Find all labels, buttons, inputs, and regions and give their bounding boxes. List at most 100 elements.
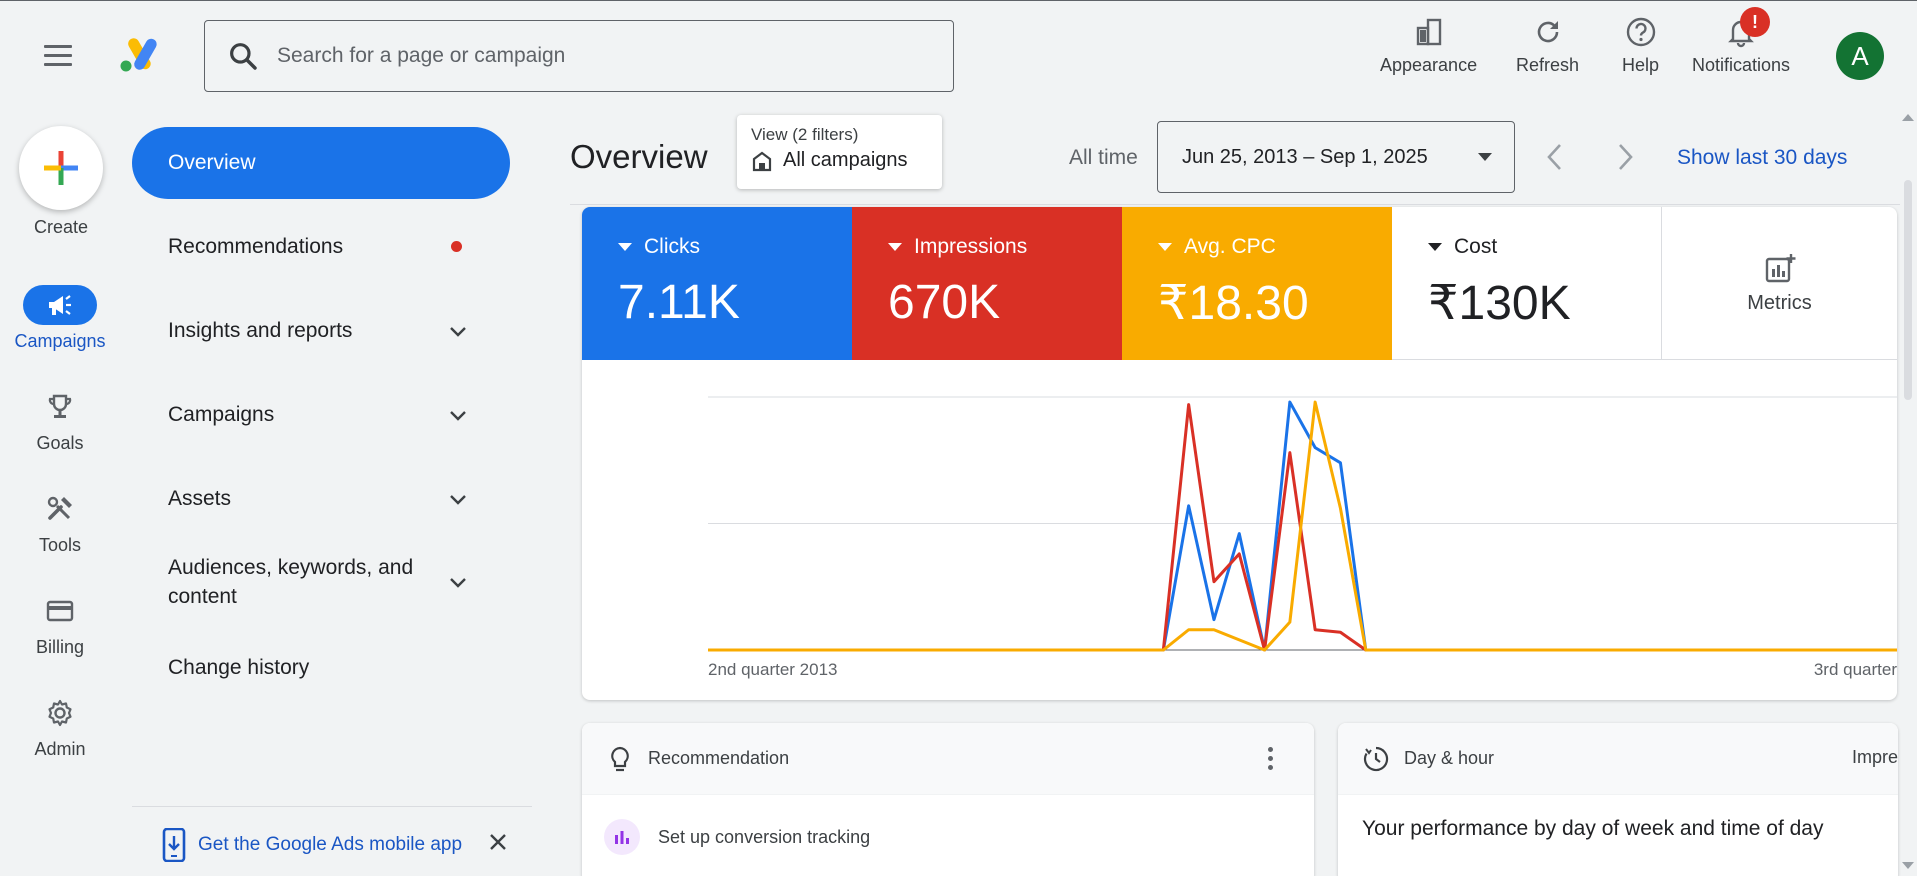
rail-label-goals: Goals [36, 433, 84, 453]
x-tick-label: 3rd quarter [1814, 660, 1897, 679]
metric-tile-cost[interactable]: Cost ₹130K [1392, 207, 1662, 360]
rail-label-admin: Admin [34, 739, 86, 759]
megaphone-icon [49, 295, 71, 315]
chevron-down-icon [450, 494, 466, 505]
day-hour-metric-selector[interactable]: Impre [1851, 747, 1898, 767]
rail-item-admin[interactable]: Admin [0, 693, 120, 760]
page-title: Overview [570, 138, 708, 175]
google-ads-logo[interactable] [118, 35, 160, 73]
nav-item-assets[interactable]: Assets [132, 484, 510, 513]
x-tick-label: 2nd quarter 2013 [708, 660, 838, 679]
nav-item-overview[interactable]: Overview [132, 127, 510, 199]
notifications-label: Notifications [1692, 55, 1791, 75]
notifications-button[interactable]: Notifications ! [1692, 7, 1791, 85]
date-range-value: Jun 25, 2013 – Sep 1, 2025 [1182, 145, 1428, 168]
metric-value-avg-cpc: ₹18.30 [1158, 277, 1309, 330]
gear-icon [48, 699, 72, 727]
rail-label-tools: Tools [38, 535, 82, 555]
more-options-icon[interactable] [1268, 747, 1274, 771]
nav-divider [132, 806, 532, 807]
metric-tile-avg-cpc[interactable]: Avg. CPC ₹18.30 [1122, 207, 1392, 360]
trophy-icon [48, 394, 72, 418]
nav-label-insights: Insights and reports [168, 319, 353, 342]
view-filters-label: View (2 filters) [751, 125, 859, 144]
mobile-app-label: Get the Google Ads mobile app [198, 834, 463, 855]
rail-item-billing[interactable]: Billing [0, 591, 120, 658]
scroll-up-arrow[interactable] [1902, 114, 1914, 121]
dropdown-arrow-icon [618, 243, 632, 251]
recommendation-item[interactable]: Set up conversion tracking [582, 795, 1314, 876]
series-line-0[interactable] [708, 400, 1897, 652]
metric-name-avg-cpc: Avg. CPC [1184, 235, 1276, 258]
nav-item-campaigns[interactable]: Campaigns [132, 400, 510, 429]
clock-icon [1363, 746, 1389, 771]
metrics-button[interactable]: Metrics [1662, 207, 1897, 360]
nav-item-insights[interactable]: Insights and reports [132, 316, 510, 345]
view-scope-label: All campaigns [783, 149, 908, 171]
metric-name-impressions: Impressions [914, 235, 1028, 258]
day-hour-description: Your performance by day of week and time… [1362, 817, 1824, 840]
nav-item-audiences[interactable]: Audiences, keywords, and content [132, 553, 510, 611]
day-hour-card: Day & hour Impre Your performance by day… [1338, 723, 1898, 876]
appearance-label: Appearance [1380, 55, 1478, 75]
help-label: Help [1622, 55, 1660, 75]
refresh-label: Refresh [1516, 55, 1580, 75]
nav-item-change-history[interactable]: Change history [132, 653, 510, 682]
search-icon [230, 43, 257, 70]
help-button[interactable]: Help [1622, 15, 1659, 85]
credit-card-icon [46, 600, 74, 622]
prev-period-icon[interactable] [1540, 140, 1570, 174]
mobile-app-link[interactable]: Get the Google Ads mobile app [162, 828, 462, 862]
dropdown-arrow-icon [1428, 243, 1442, 251]
close-icon[interactable] [488, 832, 508, 852]
recommendation-item-label: Set up conversion tracking [658, 826, 871, 847]
dropdown-arrow-icon [888, 243, 902, 251]
rail-item-goals[interactable]: Goals [0, 387, 120, 454]
nav-item-recommendations[interactable]: Recommendations [132, 232, 510, 261]
metrics-label: Metrics [1747, 291, 1812, 314]
metric-value-impressions: 670K [888, 276, 1001, 329]
refresh-icon [1537, 21, 1558, 43]
chevron-down-icon [450, 578, 466, 588]
rail-item-campaigns[interactable]: Campaigns [0, 285, 120, 352]
chart-add-icon [1765, 253, 1795, 282]
tools-icon [47, 496, 72, 520]
date-range-picker[interactable]: Jun 25, 2013 – Sep 1, 2025 [1157, 121, 1515, 193]
show-last-30-days-link[interactable]: Show last 30 days [1677, 146, 1848, 169]
next-period-icon[interactable] [1610, 140, 1640, 174]
appearance-button[interactable]: Appearance [1380, 15, 1477, 85]
view-filter-selector[interactable]: View (2 filters) All campaigns [737, 115, 942, 189]
create-button[interactable] [19, 126, 103, 210]
refresh-button[interactable]: Refresh [1516, 15, 1579, 85]
performance-card: Clicks 7.11K Impressions 670K Avg. CPC ₹… [582, 207, 1897, 700]
scrollbar[interactable] [1899, 110, 1917, 876]
top-bar: Appearance Refresh Help Notifications ! … [0, 0, 1917, 110]
nav-label-recommendations: Recommendations [168, 235, 344, 258]
dropdown-arrow-icon [1478, 153, 1492, 161]
plus-icon [44, 151, 78, 185]
bar-chart-icon [615, 831, 629, 844]
scroll-thumb[interactable] [1904, 180, 1912, 400]
chevron-down-icon [450, 326, 466, 337]
metric-tile-clicks[interactable]: Clicks 7.11K [582, 207, 852, 360]
avatar[interactable]: A [1836, 32, 1884, 80]
nav-label-audiences: Audiences, keywords, and content [168, 556, 414, 608]
nav-label-campaigns: Campaigns [168, 403, 275, 426]
header-divider [570, 204, 1900, 205]
series-line-1[interactable] [708, 403, 1897, 652]
metric-tile-impressions[interactable]: Impressions 670K [852, 207, 1122, 360]
performance-chart: 2nd quarter 2013 3rd quarter [708, 396, 1897, 679]
rail-item-tools[interactable]: Tools [0, 489, 120, 556]
chevron-down-icon [450, 410, 466, 421]
lightbulb-icon [611, 746, 629, 771]
rail-label-billing: Billing [35, 637, 85, 657]
series-line-2[interactable] [708, 400, 1897, 652]
notification-badge: ! [1740, 7, 1771, 37]
scroll-down-arrow[interactable] [1902, 862, 1914, 869]
metric-name-cost: Cost [1454, 235, 1498, 258]
dropdown-arrow-icon [1158, 243, 1172, 251]
menu-icon[interactable] [44, 45, 76, 69]
search-box[interactable] [204, 20, 954, 92]
day-hour-title: Day & hour [1404, 748, 1495, 768]
search-input[interactable] [277, 44, 877, 68]
